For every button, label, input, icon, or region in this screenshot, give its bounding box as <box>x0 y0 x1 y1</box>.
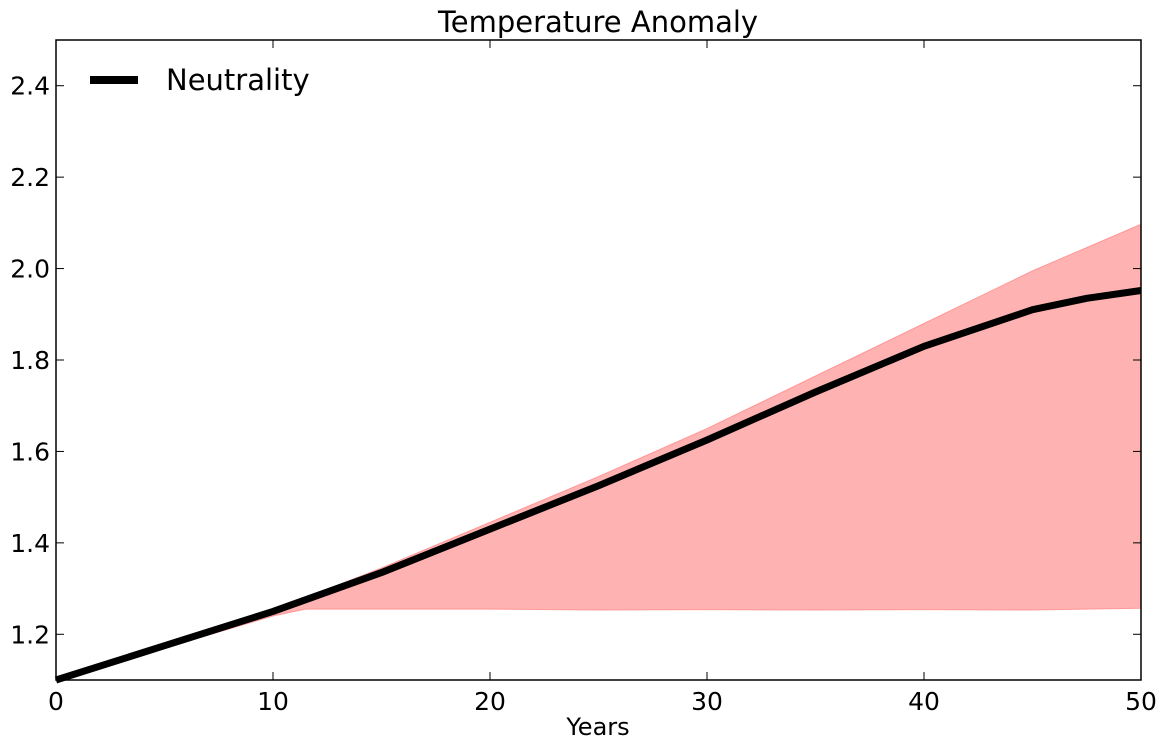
y-tick-label: 1.8 <box>10 346 50 375</box>
y-tick-label: 2.0 <box>10 255 50 284</box>
legend-entry-neutrality: Neutrality <box>166 63 310 97</box>
x-axis-label: Years <box>565 713 629 741</box>
x-tick-label: 20 <box>474 687 506 716</box>
series-line-neutrality <box>54 287 1142 684</box>
y-tick-label: 2.2 <box>10 163 50 192</box>
x-tick-label: 50 <box>1125 687 1157 716</box>
x-tick-label: 10 <box>257 687 289 716</box>
x-tick-label: 30 <box>691 687 723 716</box>
x-tick-label: 0 <box>48 687 64 716</box>
y-tick-label: 1.2 <box>10 620 50 649</box>
y-tick-label: 1.6 <box>10 437 50 466</box>
x-tick-label: 40 <box>908 687 940 716</box>
uncertainty-band <box>55 223 1142 681</box>
chart-title: Temperature Anomaly <box>437 5 758 39</box>
y-tick-label: 2.4 <box>10 72 50 101</box>
y-tick-label: 1.4 <box>10 529 50 558</box>
legend: Neutrality <box>90 63 310 97</box>
